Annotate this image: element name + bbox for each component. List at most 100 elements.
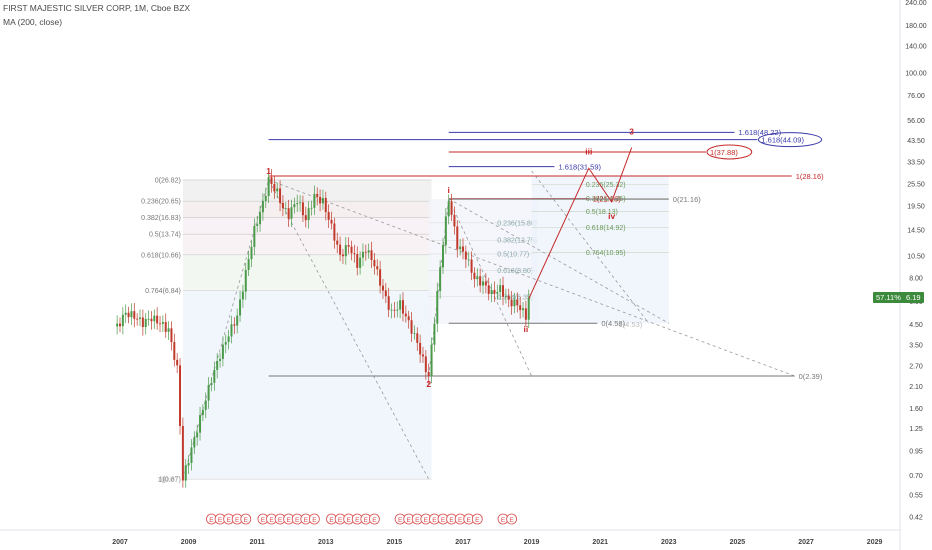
x-tick-label: 2025: [730, 539, 746, 546]
y-tick-label: 1.60: [909, 406, 923, 413]
candle-body: [293, 204, 296, 208]
trend-line: [268, 179, 430, 480]
candle-body: [224, 342, 227, 345]
y-tick-label: 0.95: [909, 448, 923, 455]
candle-body: [433, 323, 436, 345]
fib-label-left: 0.5(13.74): [149, 232, 181, 239]
earnings-marker-label: E: [458, 517, 463, 524]
candle-body: [324, 197, 327, 213]
candle-body: [364, 251, 367, 253]
fib-label-left: 0(26.82): [155, 177, 181, 184]
candle-body: [479, 276, 482, 286]
fib-label-middle: 0.236(15.80): [497, 220, 537, 227]
candle-body: [393, 309, 396, 311]
target-label: 1.618(48.22): [739, 128, 782, 137]
earnings-marker-label: E: [278, 517, 283, 524]
candle-body: [341, 254, 344, 257]
candle-body: [467, 259, 470, 261]
candle-body: [330, 219, 333, 224]
target-label: 1(4.53): [618, 320, 642, 329]
candle-body: [276, 188, 279, 192]
candle-body: [516, 299, 519, 306]
earnings-marker-circle: [471, 513, 483, 525]
target-label: 0(2.39): [799, 372, 823, 381]
wave-label: 1: [266, 166, 271, 176]
candle-body: [336, 240, 339, 245]
y-tick-label: 1.25: [909, 426, 923, 433]
candle-body: [141, 317, 144, 328]
y-tick-label: 33.50: [907, 159, 925, 166]
candle-body: [307, 208, 310, 221]
candle-body: [333, 223, 336, 241]
candle-body: [444, 216, 447, 246]
candle-body: [361, 251, 364, 258]
target-label: 0(4.58): [601, 319, 625, 328]
candle-body: [410, 320, 413, 334]
candle-body: [190, 447, 193, 463]
y-tick-label: 56.00: [907, 118, 925, 125]
candle-body: [353, 253, 356, 255]
y-tick-label: 19.50: [907, 203, 925, 210]
candle-body: [493, 289, 496, 294]
candle-body: [370, 250, 373, 260]
candle-body: [227, 336, 230, 343]
candle-body: [404, 313, 407, 317]
earnings-marker-label: E: [449, 517, 454, 524]
candle-body: [296, 203, 299, 205]
candle-body: [376, 266, 379, 270]
target-circle: [706, 144, 753, 160]
candle-body: [239, 299, 242, 316]
target-label: 1(37.88): [710, 148, 738, 157]
earnings-marker-label: E: [235, 517, 240, 524]
target-label: 1.618(31.59): [558, 162, 601, 171]
fib-label-middle: 0.382(12.75): [497, 238, 537, 245]
projection-path: [528, 147, 633, 300]
y-tick-label: 2.70: [909, 364, 923, 371]
candle-body: [261, 201, 264, 213]
x-tick-label: 2007: [112, 539, 128, 546]
fib-label-left: 0.382(16.83): [141, 215, 181, 222]
candle-body: [390, 309, 393, 311]
y-tick-label: 2.10: [909, 384, 923, 391]
candle-body: [339, 244, 342, 255]
candle-body: [136, 318, 139, 320]
y-tick-label: 4.50: [909, 322, 923, 329]
fib-label-right: 0.618(14.92): [586, 225, 626, 232]
trend-line: [531, 170, 650, 324]
indicator-label: MA (200, close): [3, 17, 63, 27]
candle-body: [387, 296, 390, 310]
earnings-marker-label: E: [269, 517, 274, 524]
candle-body: [273, 184, 276, 192]
candle-body: [456, 226, 459, 250]
x-tick-label: 2011: [250, 539, 265, 546]
candle-body: [247, 259, 250, 271]
candle-body: [241, 291, 244, 300]
candle-body: [319, 196, 322, 204]
candle-body: [244, 270, 247, 292]
candle-body: [193, 437, 196, 448]
candle-body: [199, 415, 202, 433]
candle-body: [464, 251, 467, 260]
earnings-marker-label: E: [295, 517, 300, 524]
candle-body: [130, 311, 133, 318]
candle-body: [367, 250, 370, 253]
candle-body: [519, 305, 522, 311]
candle-body: [484, 281, 487, 286]
candle-body: [513, 299, 516, 307]
candle-body: [399, 300, 402, 310]
fib-label-middle: 0.764(6.35): [497, 294, 533, 301]
fib-label-middle: 0.5(10.77): [497, 251, 529, 258]
candle-body: [279, 188, 282, 203]
earnings-marker-label: E: [398, 517, 403, 524]
target-label: 1(28.16): [796, 172, 824, 181]
earnings-marker-label: E: [244, 517, 249, 524]
fib-label-right: 0.5(18.13): [586, 209, 618, 216]
earnings-marker-label: E: [304, 517, 309, 524]
earnings-marker-label: E: [329, 517, 334, 524]
candle-body: [264, 196, 267, 202]
x-tick-label: 2029: [867, 539, 883, 546]
earnings-marker-label: E: [475, 517, 480, 524]
candle-body: [310, 207, 313, 209]
earnings-marker-label: E: [209, 517, 214, 524]
